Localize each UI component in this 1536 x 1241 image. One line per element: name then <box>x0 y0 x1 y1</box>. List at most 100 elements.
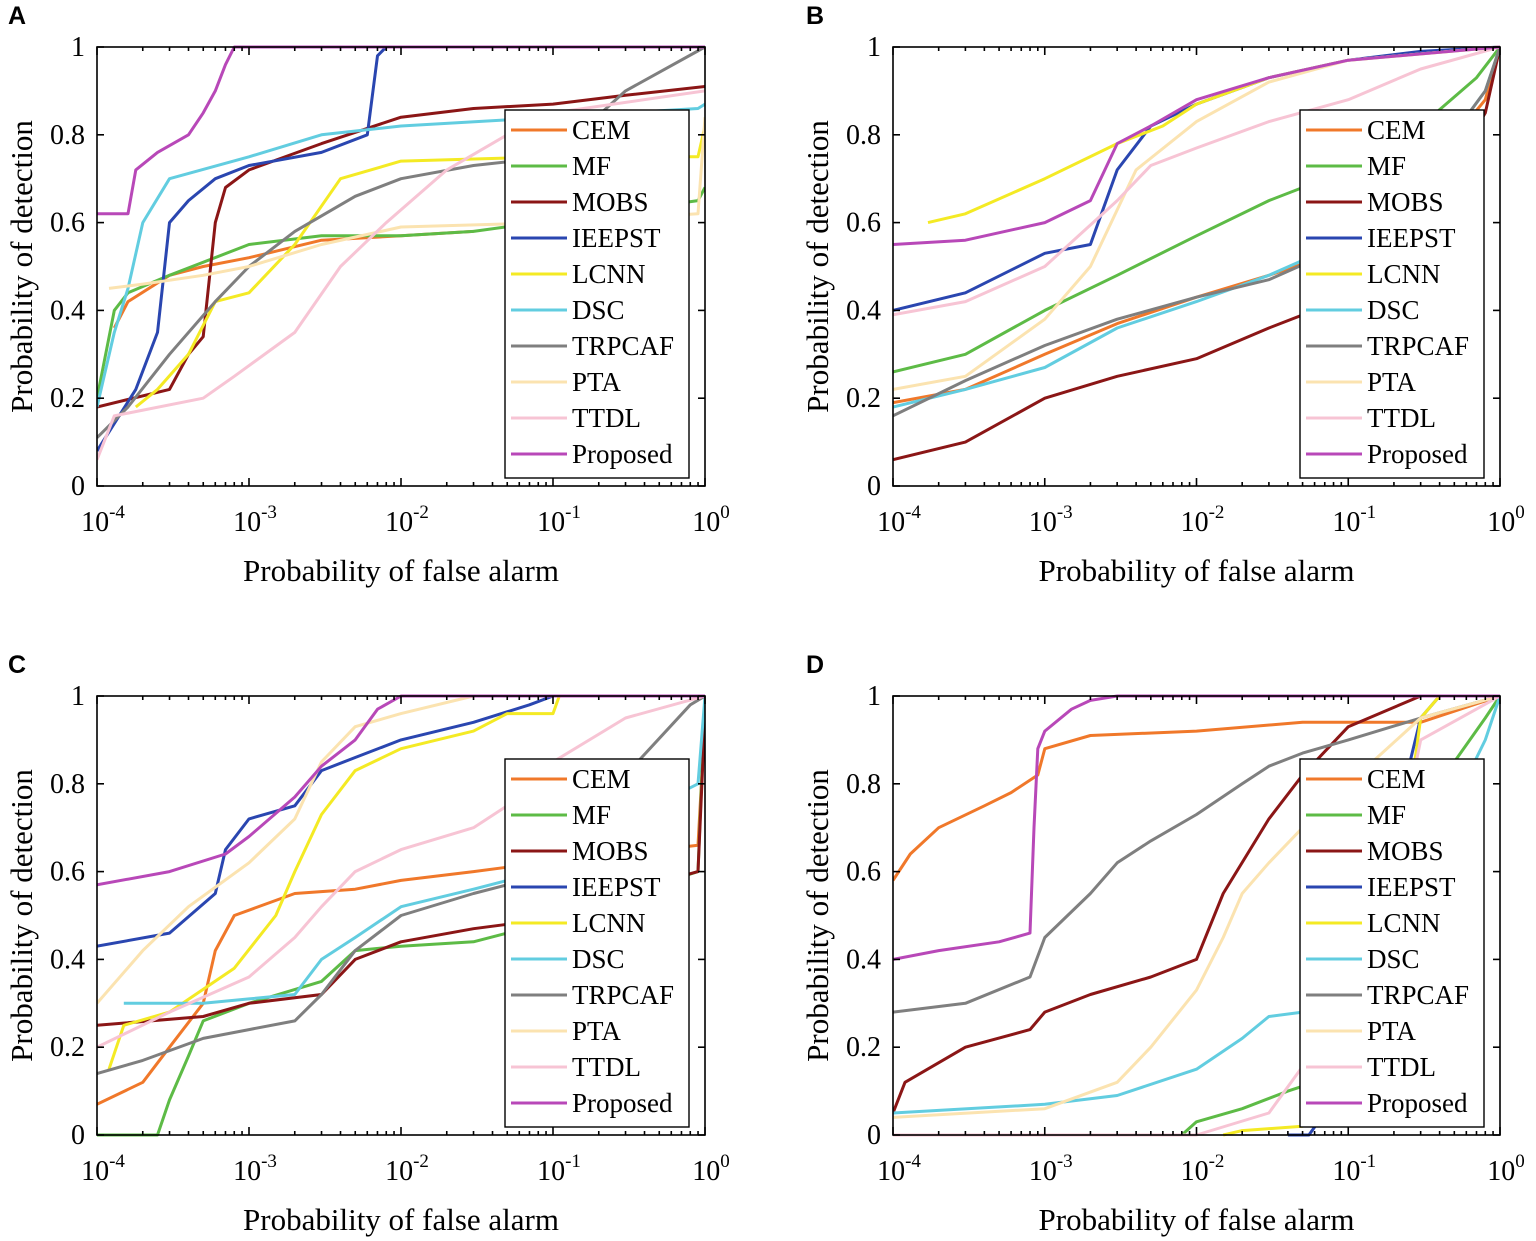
x-tick-label: 10-1 <box>1332 502 1376 538</box>
series-line-proposed <box>97 694 705 887</box>
series-line-ieepst <box>97 45 705 452</box>
x-tick-label: 100 <box>1487 502 1525 538</box>
y-tick-label: 0.8 <box>846 769 881 800</box>
legend-label-cem: CEM <box>572 764 631 794</box>
legend-label-pta: PTA <box>572 1016 621 1046</box>
legend-label-trpcaf: TRPCAF <box>572 331 674 361</box>
legend-label-ieepst: IEEPST <box>1367 872 1456 902</box>
x-tick-label: 100 <box>692 1151 730 1187</box>
x-axis-label: Probability of false alarm <box>1039 553 1355 588</box>
x-tick-label: 10-2 <box>385 1151 429 1187</box>
y-tick-label: 0.4 <box>50 295 85 326</box>
series-line-cem <box>893 694 1500 882</box>
y-axis-label: Probability of detection <box>800 120 835 413</box>
y-tick-label: 0.2 <box>846 383 881 414</box>
y-tick-label: 0 <box>71 471 85 502</box>
y-axis-label: Probability of detection <box>4 769 39 1062</box>
x-tick-label: 10-2 <box>1181 502 1225 538</box>
legend-label-lcnn: LCNN <box>1367 908 1441 938</box>
y-tick-label: 0.4 <box>846 295 881 326</box>
series-line-proposed <box>97 45 705 216</box>
x-tick-label: 10-3 <box>1029 1151 1073 1187</box>
legend: CEM MF MOBS IEEPST LCNN DSC TRPCAF PTA TTDL Propo… <box>1299 758 1485 1128</box>
y-tick-label: 1 <box>867 681 881 712</box>
legend-label-proposed: Proposed <box>1367 1088 1468 1118</box>
x-tick-label: 10-4 <box>877 1151 921 1187</box>
legend-label-mf: MF <box>1367 151 1406 181</box>
legend: CEM MF MOBS IEEPST LCNN DSC TRPCAF PTA TTDL Propo… <box>504 109 690 479</box>
legend-label-proposed: Proposed <box>572 1088 673 1118</box>
legend-label-dsc: DSC <box>1367 944 1420 974</box>
y-tick-label: 0.6 <box>846 857 881 888</box>
x-tick-label: 10-1 <box>1332 1151 1376 1187</box>
x-tick-label: 100 <box>1487 1151 1525 1187</box>
series-line-ttdl <box>97 694 705 1049</box>
x-tick-label: 10-1 <box>537 502 581 538</box>
x-tick-label: 10-1 <box>537 1151 581 1187</box>
panel-a: A 0 0.2 0.4 0.6 0.8 1 10-4 10-3 10-2 10-1 100 Probab… <box>4 2 730 588</box>
y-tick-label: 0.6 <box>50 857 85 888</box>
x-axis-label: Probability of false alarm <box>243 1202 559 1237</box>
legend-label-ttdl: TTDL <box>572 1052 641 1082</box>
series-line-pta <box>97 694 705 1005</box>
panel-d: D 0 0.2 0.4 0.6 0.8 1 10-4 10-3 10-2 10-1 100 Probab… <box>800 651 1525 1237</box>
legend-label-cem: CEM <box>1367 764 1426 794</box>
x-axis-label: Probability of false alarm <box>1039 1202 1355 1237</box>
x-tick-label: 10-3 <box>233 502 277 538</box>
x-tick-label: 10-3 <box>233 1151 277 1187</box>
y-tick-label: 1 <box>867 32 881 63</box>
panel-b: B 0 0.2 0.4 0.6 0.8 1 10-4 10-3 10-2 10-1 100 Probab… <box>800 2 1525 588</box>
legend-label-ttdl: TTDL <box>1367 1052 1436 1082</box>
legend-label-mf: MF <box>1367 800 1406 830</box>
legend-label-dsc: DSC <box>1367 295 1420 325</box>
legend-label-trpcaf: TRPCAF <box>1367 980 1469 1010</box>
legend: CEM MF MOBS IEEPST LCNN DSC TRPCAF PTA TTDL Propo… <box>504 758 690 1128</box>
y-tick-label: 0.4 <box>50 944 85 975</box>
legend-label-cem: CEM <box>572 115 631 145</box>
series-line-proposed <box>893 694 1500 961</box>
legend-label-ieepst: IEEPST <box>572 872 661 902</box>
panel-c: C 0 0.2 0.4 0.6 0.8 1 10-4 10-3 10-2 10-1 100 Probab… <box>4 651 730 1237</box>
x-tick-label: 10-4 <box>81 1151 125 1187</box>
y-tick-label: 1 <box>71 681 85 712</box>
x-tick-label: 100 <box>692 502 730 538</box>
x-tick-label: 10-2 <box>385 502 429 538</box>
x-tick-label: 10-2 <box>1181 1151 1225 1187</box>
panel-letter: D <box>806 651 824 679</box>
legend-label-mobs: MOBS <box>572 187 649 217</box>
y-tick-label: 0.8 <box>50 769 85 800</box>
legend-label-lcnn: LCNN <box>572 908 646 938</box>
legend-label-pta: PTA <box>1367 1016 1416 1046</box>
legend-label-dsc: DSC <box>572 944 625 974</box>
legend-label-mobs: MOBS <box>572 836 649 866</box>
legend-label-mobs: MOBS <box>1367 836 1444 866</box>
legend-label-mf: MF <box>572 800 611 830</box>
legend-label-cem: CEM <box>1367 115 1426 145</box>
series-line-trpcaf <box>893 694 1500 1014</box>
y-tick-label: 0.8 <box>50 120 85 151</box>
legend-label-trpcaf: TRPCAF <box>572 980 674 1010</box>
series-line-proposed <box>893 45 1500 246</box>
panel-letter: B <box>806 2 824 30</box>
legend-label-ieepst: IEEPST <box>572 223 661 253</box>
x-axis-label: Probability of false alarm <box>243 553 559 588</box>
y-tick-label: 0 <box>867 1120 881 1151</box>
legend-label-ttdl: TTDL <box>1367 403 1436 433</box>
y-tick-label: 0 <box>867 471 881 502</box>
panel-letter: A <box>8 2 26 30</box>
series-line-mobs <box>893 694 1500 1114</box>
x-tick-label: 10-4 <box>877 502 921 538</box>
x-tick-label: 10-4 <box>81 502 125 538</box>
y-tick-label: 0.4 <box>846 944 881 975</box>
legend-label-mf: MF <box>572 151 611 181</box>
y-axis-label: Probability of detection <box>4 120 39 413</box>
legend-label-proposed: Proposed <box>1367 439 1468 469</box>
legend-label-lcnn: LCNN <box>572 259 646 289</box>
legend-label-lcnn: LCNN <box>1367 259 1441 289</box>
y-tick-label: 0.2 <box>846 1032 881 1063</box>
legend-label-pta: PTA <box>572 367 621 397</box>
y-axis-label: Probability of detection <box>800 769 835 1062</box>
y-tick-label: 1 <box>71 32 85 63</box>
series-line-ttdl <box>893 45 1500 317</box>
